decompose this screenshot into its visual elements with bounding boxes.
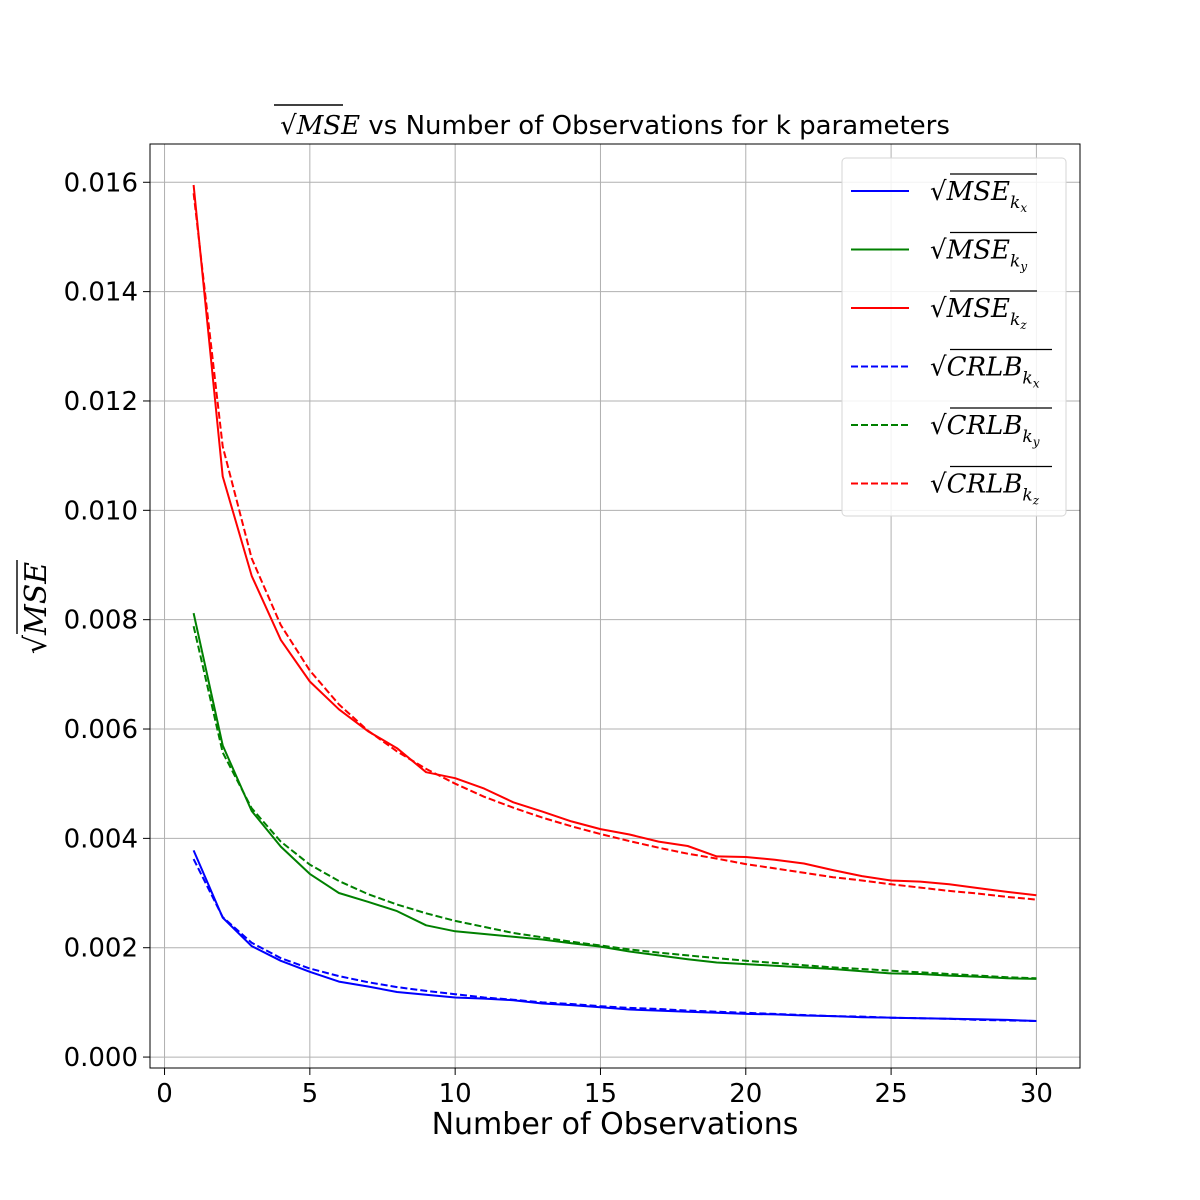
legend-sqrt-sign: √ [930,177,947,207]
legend-sub-axis: z [1032,494,1040,508]
legend-sqrt-sign: √ [930,470,947,500]
legend-sqrt-sign: √ [930,236,947,266]
y-tick-label: 0.002 [64,934,138,964]
legend-item: √MSEkz [851,290,1037,332]
title-rest: vs Number of Observations for k paramete… [360,111,950,141]
y-axis-label-text: √MSE [19,562,54,654]
legend-sqrt-sign: √ [930,411,947,441]
chart-title: √MSE vs Number of Observations for k par… [280,111,950,141]
y-axis-label: √MSE [16,560,54,654]
legend-sub-k: k [1022,369,1032,389]
series-line-crlb-kx [192,858,1037,1022]
legend-item: √CRLBky [851,407,1052,449]
legend-base-term: CRLB [947,470,1023,500]
legend-item: √CRLBkx [851,348,1052,391]
x-tick-label: 20 [729,1079,762,1109]
legend-sqrt-sign: √ [930,353,947,383]
x-tick-label: 30 [1020,1079,1053,1109]
legend-sqrt-sign: √ [930,294,947,324]
x-tick-label: 10 [439,1079,472,1109]
plot-area-frame [149,143,1081,1069]
legend-label: √CRLBky [930,411,1040,449]
y-tick-label: 0.004 [64,824,138,854]
legend-label: √MSEky [930,236,1027,274]
y-tick-label: 0.014 [64,278,138,308]
legend-base-term: MSE [946,294,1010,324]
series-lines [192,184,1037,1022]
legend-label: √MSEkz [930,294,1027,332]
x-axis-label: Number of Observations [432,1107,799,1142]
legend-item: √CRLBkz [851,465,1052,508]
legend-sub-axis: x [1020,201,1027,215]
series-line-mse-ky [192,612,1037,980]
y-mse-term: MSE [19,562,54,636]
axis-ticks: 0 5 10 15 20 25 30 0.000 0.002 0.004 0.006 0.008 0.0… [64,168,1053,1109]
title-sqrt-sign: √ [280,111,297,141]
legend-sub-axis: y [1019,260,1027,274]
series-line-crlb-ky [192,625,1037,980]
legend-label: √CRLBkz [930,470,1040,508]
title-mse-term: MSE [296,111,360,141]
legend-sub-k: k [1010,310,1020,330]
legend-sub-axis: z [1019,318,1027,332]
legend-sub-k: k [1022,486,1032,506]
y-tick-label: 0.000 [64,1043,138,1073]
series-line-mse-kz [192,184,1037,897]
legend-label: √CRLBkx [930,353,1040,391]
legend-box [841,157,1067,517]
series-line-crlb-kz [192,193,1037,901]
legend-sub-axis: y [1032,435,1040,449]
legend-base-term: CRLB [947,353,1023,383]
legend-sub-k: k [1010,193,1020,213]
y-tick-label: 0.012 [64,387,138,417]
legend-item: √MSEky [851,231,1037,274]
y-sqrt-sign: √ [19,634,54,654]
legend-base-term: MSE [946,177,1010,207]
legend-label: √MSEkx [930,177,1027,215]
x-tick-label: 25 [875,1079,908,1109]
legend: √MSEkx√MSEky√MSEkz√CRLBkx√CRLBky√CRLBkz [841,157,1067,517]
x-tick-label: 0 [156,1079,173,1109]
legend-item: √MSEkx [851,173,1037,215]
legend-sub-axis: x [1033,377,1040,391]
x-tick-label: 15 [584,1079,617,1109]
legend-sub-k: k [1022,427,1032,447]
legend-base-term: MSE [946,236,1010,266]
y-tick-label: 0.008 [64,606,138,636]
legend-sub-k: k [1010,252,1020,272]
y-tick-label: 0.016 [64,168,138,198]
y-tick-label: 0.006 [64,715,138,745]
legend-base-term: CRLB [947,411,1023,441]
y-tick-label: 0.010 [64,496,138,526]
x-tick-label: 5 [302,1079,319,1109]
